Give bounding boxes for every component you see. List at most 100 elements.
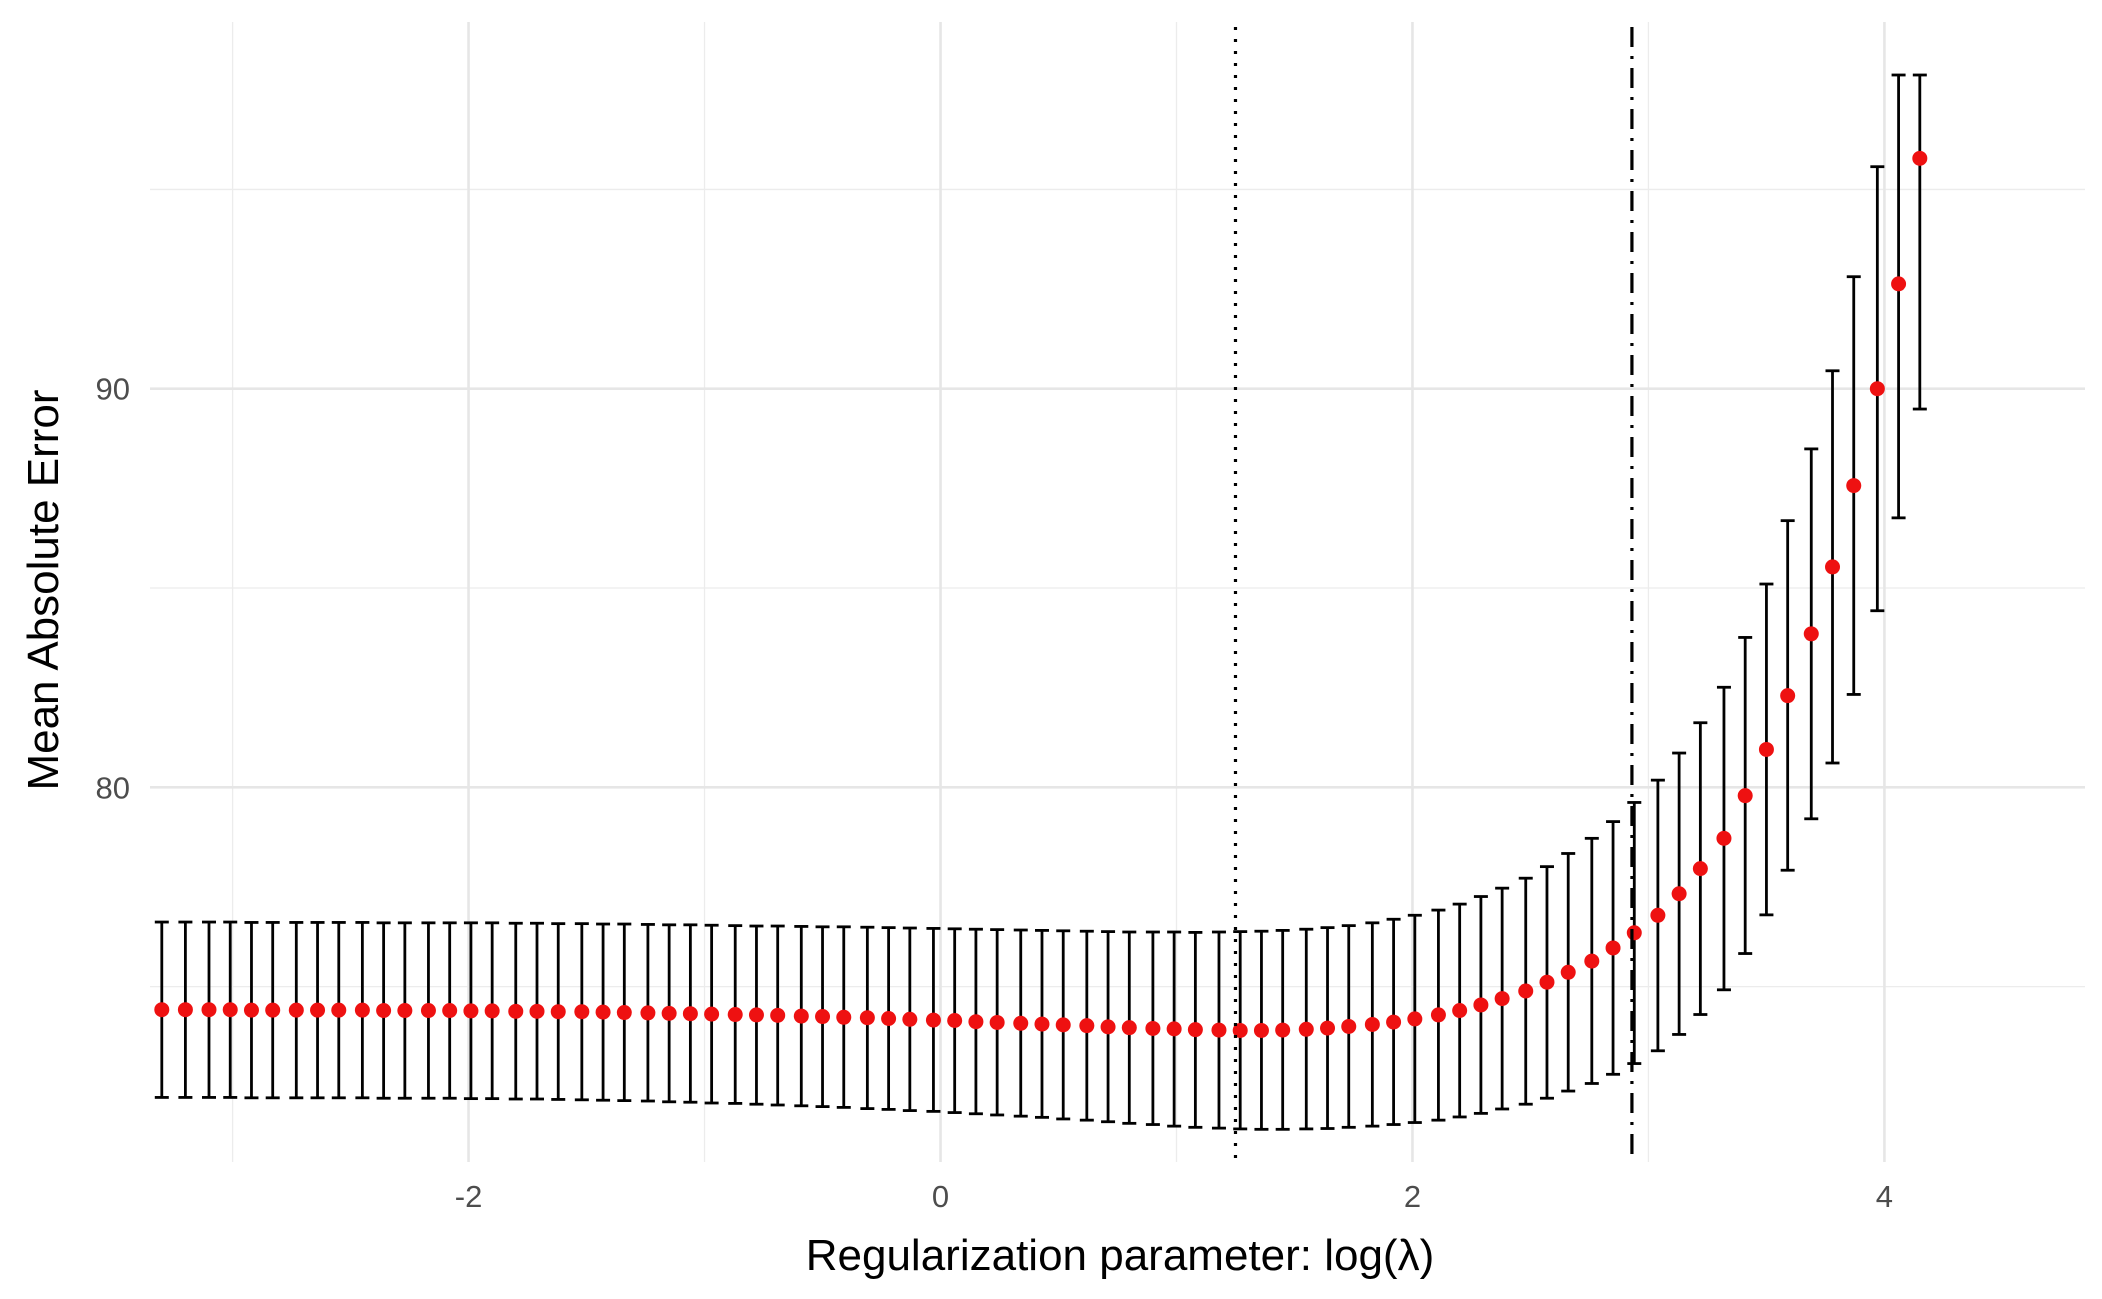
major-gridlines-y	[150, 387, 2085, 789]
data-point	[770, 1007, 786, 1023]
data-point	[397, 1003, 413, 1019]
data-point	[1869, 381, 1885, 397]
data-point	[354, 1002, 370, 1018]
reference-lines	[1233, 27, 1634, 1162]
minor-gridlines-x	[231, 22, 1650, 1162]
data-point	[376, 1003, 392, 1019]
x-tick-label: -2	[455, 1179, 483, 1214]
data-point	[727, 1007, 743, 1023]
data-point	[989, 1014, 1005, 1030]
data-point	[1825, 559, 1841, 575]
data-point	[704, 1006, 720, 1022]
x-tick-label: 4	[1876, 1179, 1893, 1214]
data-point	[154, 1002, 170, 1018]
data-point	[748, 1007, 764, 1023]
data-point	[1298, 1021, 1314, 1037]
data-point	[881, 1011, 897, 1027]
data-point	[177, 1002, 193, 1018]
data-point	[859, 1010, 875, 1026]
error-bars	[154, 73, 1927, 1131]
data-point	[1341, 1018, 1357, 1034]
data-point	[1912, 150, 1928, 166]
data-point	[442, 1003, 458, 1019]
data-point	[640, 1005, 656, 1021]
data-point	[463, 1003, 479, 1019]
y-tick-labels: 80 90	[96, 372, 130, 806]
data-point	[1187, 1022, 1203, 1038]
minor-gridlines-y	[150, 188, 2085, 988]
data-point	[1121, 1020, 1137, 1036]
data-point	[222, 1002, 238, 1018]
data-point	[1737, 788, 1753, 804]
data-point	[1320, 1020, 1336, 1036]
data-point	[1211, 1022, 1227, 1038]
data-point	[1275, 1022, 1291, 1038]
data-point	[682, 1006, 698, 1022]
data-point	[1891, 276, 1907, 292]
data-point	[1650, 907, 1666, 923]
x-axis-title: Regularization parameter: log(λ)	[806, 1231, 1435, 1280]
data-point	[836, 1009, 852, 1025]
data-point	[1518, 983, 1534, 999]
data-point	[1253, 1022, 1269, 1038]
data-point	[947, 1012, 963, 1028]
data-point	[1100, 1019, 1116, 1035]
data-point	[1034, 1016, 1050, 1032]
data-point	[265, 1002, 281, 1018]
data-point	[661, 1005, 677, 1021]
data-point	[1626, 925, 1642, 941]
data-point	[1780, 688, 1796, 704]
data-point	[1430, 1007, 1446, 1023]
x-tick-labels: -2 0 2 4	[455, 1179, 1893, 1214]
error-bar	[1891, 73, 1906, 520]
data-point	[1758, 741, 1774, 757]
data-point	[1584, 953, 1600, 969]
data-point	[550, 1004, 566, 1020]
data-point	[815, 1009, 831, 1025]
data-point	[420, 1003, 436, 1019]
y-tick-label: 80	[96, 770, 130, 805]
y-axis-title: Mean Absolute Error	[19, 389, 68, 790]
data-point	[1386, 1014, 1402, 1030]
data-point	[310, 1002, 326, 1018]
data-point	[1803, 626, 1819, 642]
data-point	[968, 1014, 984, 1030]
major-gridlines-x	[467, 22, 1886, 1162]
data-point	[508, 1003, 524, 1019]
data-point	[1692, 861, 1708, 877]
data-point	[1079, 1018, 1095, 1034]
data-point	[595, 1004, 611, 1020]
y-tick-label: 90	[96, 372, 130, 407]
data-point	[243, 1002, 259, 1018]
data-point	[574, 1004, 590, 1020]
x-tick-label: 0	[932, 1179, 949, 1214]
data-point	[902, 1011, 918, 1027]
data-point	[331, 1002, 347, 1018]
data-point	[1013, 1015, 1029, 1031]
data-point	[1232, 1022, 1248, 1038]
data-point	[925, 1012, 941, 1028]
data-point	[1055, 1017, 1071, 1033]
data-point	[1473, 997, 1489, 1013]
data-point	[1560, 964, 1576, 980]
data-point	[616, 1005, 632, 1021]
data-point	[1145, 1020, 1161, 1036]
data-point	[484, 1003, 500, 1019]
error-bar	[1912, 73, 1927, 411]
data-point	[1605, 940, 1621, 956]
data-point	[1452, 1003, 1468, 1019]
data-points	[154, 150, 1928, 1038]
data-point	[1716, 830, 1732, 846]
data-point	[288, 1002, 304, 1018]
x-tick-label: 2	[1404, 1179, 1421, 1214]
data-point	[1407, 1011, 1423, 1027]
data-point	[529, 1003, 545, 1019]
data-point	[1494, 991, 1510, 1007]
data-point	[1846, 478, 1862, 494]
data-point	[1364, 1016, 1380, 1032]
data-point	[201, 1002, 217, 1018]
data-point	[1539, 974, 1555, 990]
data-point	[793, 1008, 809, 1024]
data-point	[1166, 1021, 1182, 1037]
